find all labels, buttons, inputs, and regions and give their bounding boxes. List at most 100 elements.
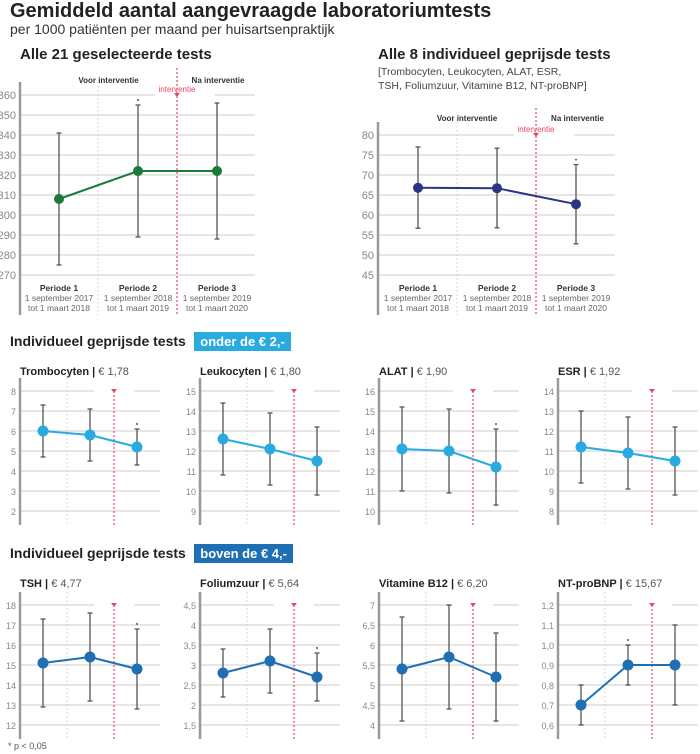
y-tick-label: 0,7: [541, 701, 554, 711]
data-point: [131, 663, 143, 675]
period-from: 1 september 2017: [25, 293, 94, 303]
y-tick-label: 290: [0, 230, 16, 242]
y-tick-label: 16: [365, 387, 375, 397]
period-from: 1 september 2019: [542, 293, 611, 303]
data-point: [311, 455, 323, 467]
y-tick-label: 360: [0, 90, 16, 102]
period-to: tot 1 maart 2018: [387, 303, 449, 313]
period-name: Periode 2: [119, 283, 158, 293]
y-tick-label: 14: [365, 427, 375, 437]
significance-marker: [575, 158, 577, 161]
chart-title-all8: Alle 8 individueel geprijsde tests: [378, 46, 611, 63]
data-point: [311, 671, 323, 683]
y-tick-label: 7: [11, 407, 16, 417]
data-point: [264, 443, 276, 455]
y-tick-label: 6,5: [362, 621, 375, 631]
chart-title-tromb: Trombocyten | € 1,78: [20, 366, 129, 378]
period-name: Periode 1: [40, 283, 79, 293]
y-tick-label: 8: [549, 507, 554, 517]
data-point: [264, 655, 276, 667]
period-name: Periode 2: [478, 283, 517, 293]
section-heading-high: Individueel geprijsde tests boven de € 4…: [10, 544, 293, 563]
y-tick-label: 280: [0, 250, 16, 262]
price-badge-low: onder de € 2,-: [194, 332, 291, 351]
intervention-label: interventie: [518, 125, 555, 134]
y-tick-label: 4: [370, 721, 375, 731]
data-point: [131, 441, 143, 453]
y-tick-label: 75: [362, 150, 374, 162]
intervention-marker-icon: [291, 389, 297, 393]
y-tick-label: 1,1: [541, 621, 554, 631]
data-point: [37, 425, 49, 437]
y-tick-label: 350: [0, 110, 16, 122]
data-point: [490, 671, 502, 683]
label-before-intervention: Voor interventie: [78, 76, 139, 85]
y-tick-label: 3: [11, 487, 16, 497]
intervention-label: interventie: [159, 85, 196, 94]
data-point: [133, 166, 143, 176]
chart-title-esr: ESR | € 1,92: [558, 366, 621, 378]
intervention-marker-icon: [470, 389, 476, 393]
y-tick-label: 310: [0, 190, 16, 202]
period-to: tot 1 maart 2019: [107, 303, 169, 313]
chart-title-tsh: TSH | € 4,77: [20, 578, 82, 590]
y-tick-label: 10: [365, 507, 375, 517]
data-point: [217, 433, 229, 445]
chart-title-alat: ALAT | € 1,90: [379, 366, 448, 378]
intervention-marker-icon: [533, 133, 539, 137]
data-point: [212, 166, 222, 176]
y-tick-label: 3,5: [183, 641, 196, 651]
label-after-intervention: Na interventie: [192, 76, 245, 85]
data-point: [443, 651, 455, 663]
period-name: Periode 3: [198, 283, 237, 293]
intervention-marker-icon: [291, 603, 297, 607]
y-tick-label: 6: [370, 641, 375, 651]
data-point: [575, 441, 587, 453]
y-tick-label: 5: [370, 681, 375, 691]
y-tick-label: 2,5: [183, 681, 196, 691]
y-tick-label: 14: [186, 407, 196, 417]
data-point: [84, 429, 96, 441]
chart-subtitle-all8-line1: [Trombocyten, Leukocyten, ALAT, ESR,: [378, 66, 562, 78]
y-tick-label: 270: [0, 270, 16, 282]
y-tick-label: 5: [11, 447, 16, 457]
y-tick-label: 12: [186, 447, 196, 457]
data-point: [622, 447, 634, 459]
y-tick-label: 320: [0, 170, 16, 182]
section-label: Individueel geprijsde tests: [10, 333, 186, 349]
y-tick-label: 11: [545, 447, 554, 457]
y-tick-label: 11: [366, 487, 375, 497]
data-point: [413, 182, 423, 193]
y-tick-label: 17: [6, 621, 16, 631]
data-point: [217, 667, 229, 679]
significance-marker: [136, 423, 138, 425]
y-tick-label: 330: [0, 150, 16, 162]
y-tick-label: 300: [0, 210, 16, 222]
y-tick-label: 9: [191, 507, 196, 517]
y-tick-label: 13: [6, 701, 16, 711]
data-point: [396, 443, 408, 455]
chart-title-b12: Vitamine B12 | € 6,20: [379, 578, 488, 590]
data-point: [571, 199, 581, 210]
y-tick-label: 1,0: [541, 641, 554, 651]
y-tick-label: 80: [362, 130, 374, 142]
data-point: [492, 183, 502, 194]
significance-marker: [627, 639, 629, 641]
y-tick-label: 15: [365, 407, 375, 417]
data-point: [84, 651, 96, 663]
y-tick-label: 0,8: [541, 681, 554, 691]
label-before-intervention: Voor interventie: [437, 114, 498, 123]
y-tick-label: 8: [11, 387, 16, 397]
y-tick-label: 13: [186, 427, 196, 437]
chart-title-leuko: Leukocyten | € 1,80: [200, 366, 301, 378]
data-point: [669, 659, 681, 671]
y-tick-label: 4: [11, 467, 16, 477]
y-tick-label: 1,5: [183, 721, 196, 731]
significance-marker: [495, 423, 497, 425]
y-tick-label: 11: [187, 467, 196, 477]
data-point: [622, 659, 634, 671]
intervention-marker-icon: [111, 389, 117, 393]
y-tick-label: 4,5: [183, 601, 196, 611]
period-to: tot 1 maart 2018: [28, 303, 90, 313]
